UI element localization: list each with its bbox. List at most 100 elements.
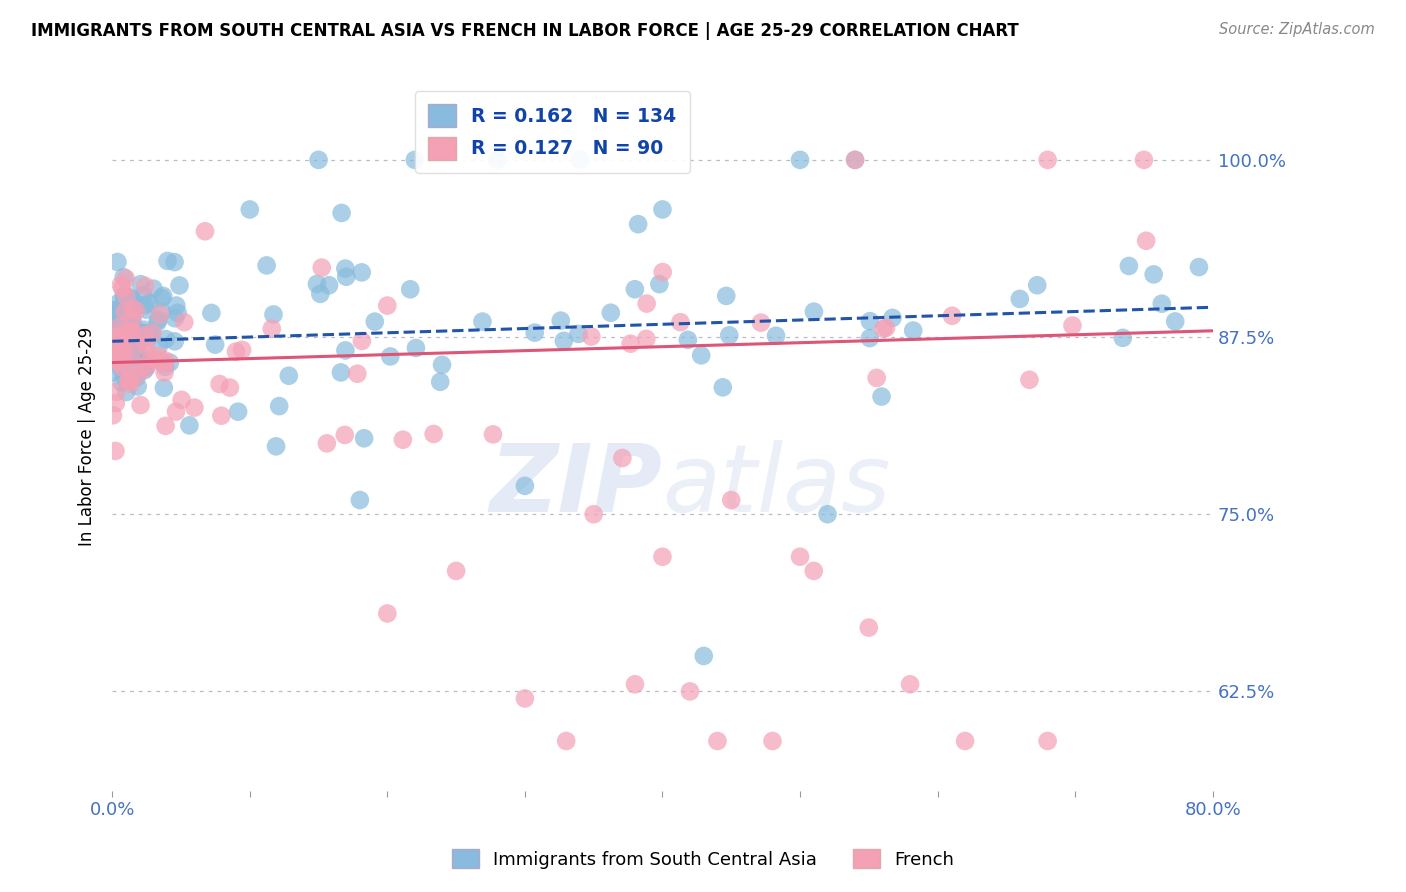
- Point: [121, 314, 143, 328]
- Point: [110, 343, 132, 357]
- Point: [132, 288, 155, 302]
- Point: [117, 325, 139, 339]
- Point: [711, 380, 734, 394]
- Point: [858, 621, 880, 635]
- Point: [599, 306, 621, 320]
- Point: [146, 315, 169, 329]
- Point: [1062, 318, 1084, 333]
- Point: [872, 322, 894, 336]
- Point: [648, 277, 671, 292]
- Point: [1026, 278, 1049, 293]
- Point: [104, 340, 127, 354]
- Point: [121, 313, 143, 327]
- Point: [135, 302, 157, 317]
- Point: [1135, 234, 1157, 248]
- Point: [1133, 153, 1156, 167]
- Point: [263, 308, 285, 322]
- Point: [121, 301, 143, 316]
- Point: [121, 326, 143, 340]
- Point: [471, 315, 494, 329]
- Point: [129, 277, 152, 292]
- Point: [553, 334, 575, 348]
- Point: [866, 371, 889, 385]
- Point: [333, 428, 356, 442]
- Point: [121, 292, 143, 306]
- Point: [155, 353, 177, 368]
- Point: [208, 376, 231, 391]
- Point: [134, 336, 156, 351]
- Point: [135, 361, 157, 376]
- Point: [523, 326, 546, 340]
- Point: [107, 255, 129, 269]
- Point: [375, 299, 398, 313]
- Point: [110, 318, 132, 332]
- Point: [761, 734, 783, 748]
- Point: [1188, 260, 1211, 274]
- Point: [651, 265, 673, 279]
- Point: [112, 355, 135, 369]
- Point: [104, 304, 127, 318]
- Point: [1164, 314, 1187, 328]
- Point: [124, 360, 146, 375]
- Point: [239, 202, 262, 217]
- Point: [127, 329, 149, 343]
- Point: [110, 336, 132, 351]
- Point: [859, 331, 882, 345]
- Point: [380, 350, 402, 364]
- Point: [111, 360, 134, 375]
- Point: [392, 433, 415, 447]
- Point: [875, 320, 897, 334]
- Point: [550, 313, 572, 327]
- Point: [129, 359, 152, 374]
- Point: [141, 326, 163, 340]
- Point: [112, 270, 135, 285]
- Point: [859, 314, 882, 328]
- Point: [127, 341, 149, 355]
- Point: [165, 404, 187, 418]
- Point: [870, 390, 893, 404]
- Text: IMMIGRANTS FROM SOUTH CENTRAL ASIA VS FRENCH IN LABOR FORCE | AGE 25-29 CORRELAT: IMMIGRANTS FROM SOUTH CENTRAL ASIA VS FR…: [31, 22, 1019, 40]
- Point: [117, 336, 139, 351]
- Point: [111, 281, 134, 295]
- Point: [121, 293, 143, 308]
- Point: [132, 326, 155, 340]
- Point: [1112, 331, 1135, 345]
- Point: [309, 286, 332, 301]
- Point: [817, 507, 839, 521]
- Point: [350, 334, 373, 348]
- Point: [150, 305, 173, 319]
- Point: [803, 304, 825, 318]
- Point: [138, 295, 160, 310]
- Legend: R = 0.162   N = 134, R = 0.127   N = 90: R = 0.162 N = 134, R = 0.127 N = 90: [415, 91, 690, 173]
- Point: [115, 290, 138, 304]
- Point: [568, 153, 591, 167]
- Point: [114, 304, 136, 318]
- Point: [135, 340, 157, 354]
- Point: [118, 349, 141, 363]
- Point: [953, 734, 976, 748]
- Point: [260, 321, 283, 335]
- Point: [405, 341, 427, 355]
- Point: [129, 398, 152, 412]
- Point: [127, 334, 149, 349]
- Point: [150, 291, 173, 305]
- Point: [111, 349, 134, 363]
- Point: [155, 418, 177, 433]
- Point: [183, 401, 205, 415]
- Point: [399, 282, 422, 296]
- Point: [330, 206, 353, 220]
- Point: [127, 379, 149, 393]
- Point: [716, 289, 738, 303]
- Point: [179, 418, 201, 433]
- Point: [377, 607, 399, 621]
- Point: [111, 339, 134, 353]
- Point: [582, 507, 605, 521]
- Point: [112, 289, 135, 303]
- Point: [120, 306, 142, 320]
- Point: [720, 493, 742, 508]
- Point: [669, 315, 692, 329]
- Point: [124, 295, 146, 310]
- Text: ZIP: ZIP: [489, 440, 662, 532]
- Point: [114, 371, 136, 385]
- Point: [136, 354, 159, 368]
